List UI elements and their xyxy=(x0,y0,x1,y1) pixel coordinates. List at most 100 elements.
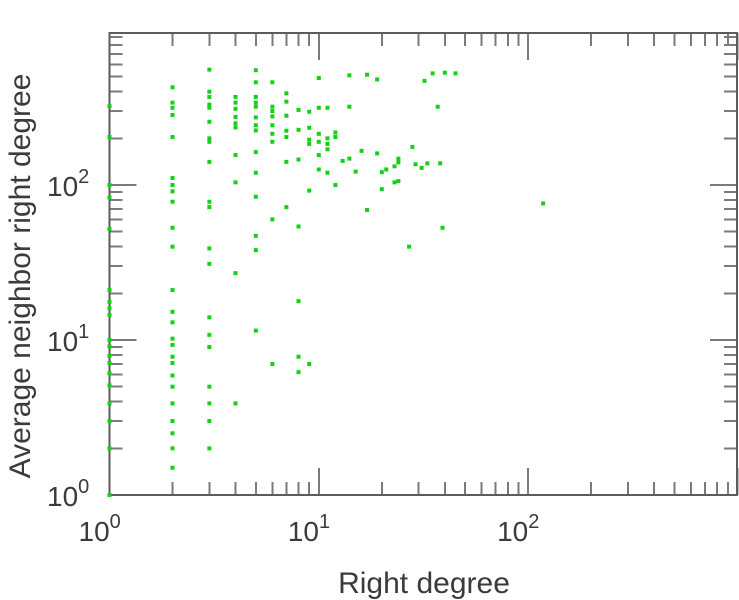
axis-ticks xyxy=(108,33,739,496)
data-point xyxy=(347,104,352,109)
data-point xyxy=(325,141,330,146)
data-point xyxy=(233,114,238,119)
data-point xyxy=(316,76,321,81)
tick-exponent: 0 xyxy=(110,511,121,533)
data-point xyxy=(253,128,258,133)
y-tick-label: 100 xyxy=(47,476,89,512)
data-point xyxy=(107,383,112,388)
data-point xyxy=(359,148,364,153)
data-point xyxy=(107,361,112,366)
data-point xyxy=(107,401,112,406)
data-point xyxy=(170,342,175,347)
data-point xyxy=(296,370,301,375)
data-point xyxy=(170,244,175,249)
data-point xyxy=(333,135,338,140)
data-point xyxy=(207,419,212,424)
data-point xyxy=(316,139,321,144)
data-point xyxy=(253,115,258,120)
data-point xyxy=(296,107,301,112)
data-point xyxy=(270,217,275,222)
data-point xyxy=(107,419,112,424)
data-points xyxy=(107,67,546,497)
data-point xyxy=(107,195,112,200)
data-point xyxy=(270,114,275,119)
data-point xyxy=(170,288,175,293)
data-point xyxy=(307,137,312,142)
data-point xyxy=(170,320,175,325)
data-point xyxy=(207,315,212,320)
data-point xyxy=(233,125,238,130)
data-point xyxy=(438,161,443,166)
data-point xyxy=(107,493,112,497)
x-tick-label: 101 xyxy=(288,511,330,547)
data-point xyxy=(233,106,238,111)
data-point xyxy=(541,201,546,206)
data-point xyxy=(253,100,258,105)
data-point xyxy=(379,187,384,192)
data-point xyxy=(284,91,289,96)
tick-exponent: 1 xyxy=(319,511,330,533)
data-point xyxy=(253,150,258,155)
y-tick-label: 101 xyxy=(47,321,89,357)
data-point xyxy=(430,71,435,76)
data-point xyxy=(396,160,401,165)
data-point xyxy=(170,354,175,359)
data-point xyxy=(384,167,389,172)
data-point xyxy=(207,246,212,251)
data-point xyxy=(170,135,175,140)
data-point xyxy=(207,136,212,141)
tick-exponent: 2 xyxy=(78,166,89,188)
data-point xyxy=(233,401,238,406)
data-point xyxy=(296,127,301,132)
data-point xyxy=(270,104,275,109)
data-point xyxy=(325,170,330,175)
data-point xyxy=(253,194,258,199)
data-point xyxy=(170,183,175,187)
data-point xyxy=(316,105,321,110)
data-point xyxy=(307,125,312,130)
data-point xyxy=(284,99,289,104)
data-point xyxy=(316,153,321,158)
data-point xyxy=(353,169,358,174)
data-point xyxy=(107,344,112,349)
x-tick-label: 100 xyxy=(79,511,121,547)
data-point xyxy=(325,105,330,110)
x-tick-label: 102 xyxy=(497,511,539,547)
data-point xyxy=(107,135,112,140)
data-point xyxy=(170,465,175,470)
data-point xyxy=(440,225,445,230)
tick-exponent: 2 xyxy=(528,511,539,533)
data-point xyxy=(253,123,258,128)
data-point xyxy=(207,199,212,204)
data-point xyxy=(207,139,212,144)
data-point xyxy=(107,371,112,376)
data-point xyxy=(107,183,112,187)
data-point xyxy=(379,170,384,175)
data-point xyxy=(170,189,175,194)
data-point xyxy=(107,338,112,342)
data-point xyxy=(413,162,418,167)
data-point xyxy=(442,70,447,75)
data-point xyxy=(207,102,212,107)
data-point xyxy=(270,123,275,128)
data-point xyxy=(296,157,301,162)
data-point xyxy=(207,67,212,72)
data-point xyxy=(170,85,175,90)
data-point xyxy=(296,224,301,229)
data-point xyxy=(170,401,175,406)
data-point xyxy=(170,384,175,389)
data-point xyxy=(253,170,258,175)
data-point xyxy=(347,156,352,161)
data-point xyxy=(316,131,321,136)
data-point xyxy=(170,446,175,451)
data-point xyxy=(284,205,289,210)
data-point xyxy=(233,121,238,126)
data-point xyxy=(170,431,175,436)
data-point xyxy=(207,446,212,451)
data-point xyxy=(333,130,338,135)
data-point xyxy=(270,80,275,85)
data-point xyxy=(207,94,212,99)
data-point xyxy=(307,362,312,367)
data-point xyxy=(207,159,212,164)
